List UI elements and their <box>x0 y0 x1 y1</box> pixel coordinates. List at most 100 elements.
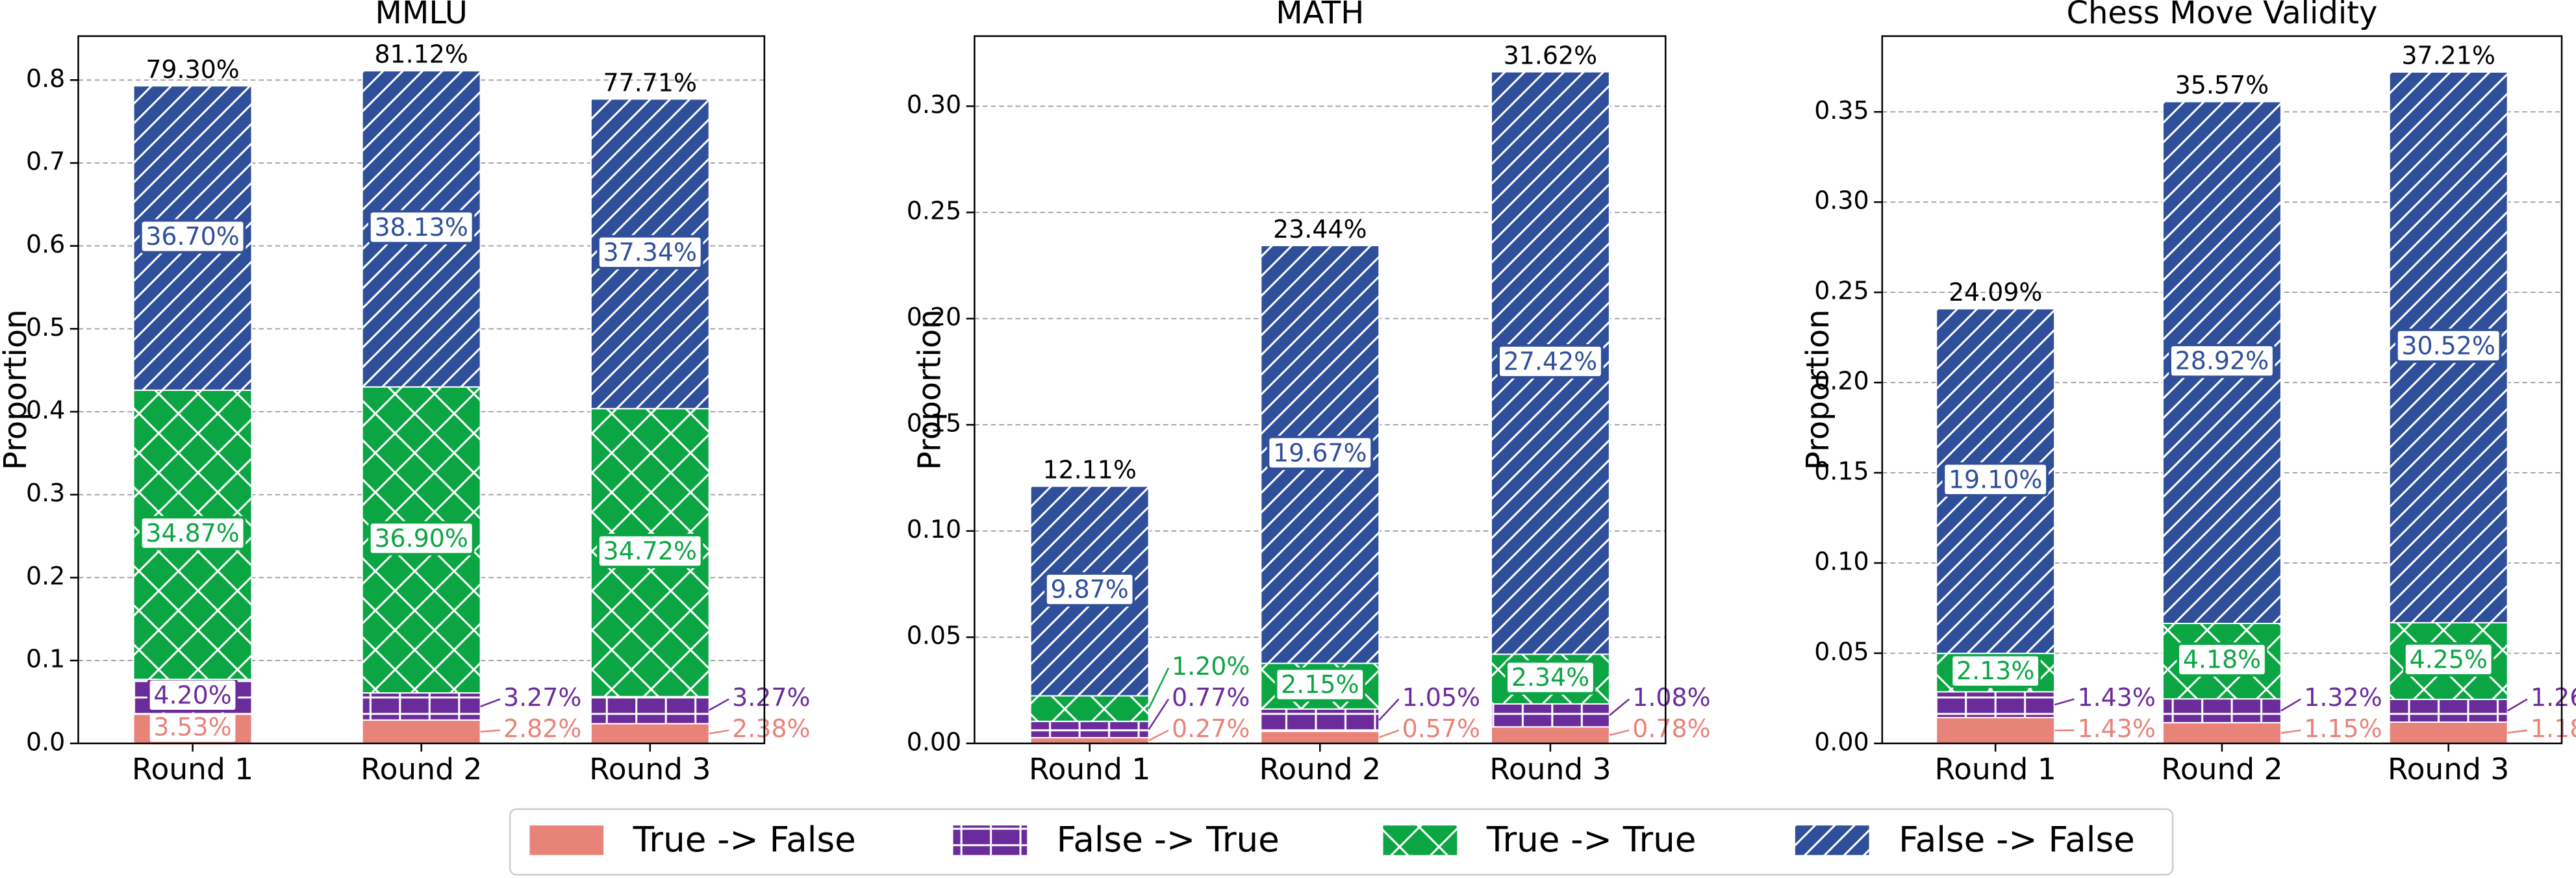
value-label: 19.10% <box>1949 465 2042 494</box>
value-label: 38.13% <box>374 213 468 242</box>
bar-segment <box>1260 731 1380 744</box>
total-label: 23.44% <box>1273 215 1367 244</box>
value-label-box <box>139 516 246 551</box>
bar-segment <box>1029 695 1150 722</box>
total-label: 37.21% <box>2401 42 2495 70</box>
panel: MMLU Proportion 0.0 0.1 0.2 0.3 0.4 0.5 0.6 0.7 0.… <box>0 0 811 786</box>
leader-line <box>1148 667 1170 709</box>
value-label: 3.27% <box>732 683 810 712</box>
legend-label: True -> True <box>1486 820 1697 860</box>
value-label: 0.78% <box>1632 714 1710 743</box>
x-tick-label: Round 3 <box>1489 752 1611 786</box>
bar-segment <box>1490 703 1610 728</box>
x-tick-label: Round 2 <box>2161 752 2282 786</box>
value-label-box <box>1942 462 2049 497</box>
value-label: 19.67% <box>1273 438 1367 467</box>
value-label: 0.57% <box>1402 714 1480 743</box>
bar-segment <box>361 692 481 721</box>
y-tick-label: 0.4 <box>26 396 65 425</box>
value-label: 34.72% <box>603 536 697 565</box>
value-label-box <box>2169 344 2275 379</box>
panel: MATH Proportion 0.00 0.05 0.10 0.15 0.20 0.25 0.… <box>907 0 1711 786</box>
value-label-box <box>1274 667 1365 702</box>
value-label: 4.20% <box>153 681 231 709</box>
leader-line <box>480 698 501 708</box>
bar-segment <box>1936 691 2056 719</box>
leader-line <box>480 729 501 733</box>
value-label: 34.87% <box>145 519 239 547</box>
leader-line <box>1148 698 1170 731</box>
value-label: 2.15% <box>1281 670 1359 699</box>
value-label: 30.52% <box>2401 331 2495 360</box>
legend-swatch <box>1795 825 1869 855</box>
value-label: 2.82% <box>503 714 581 743</box>
value-label: 1.18% <box>2531 714 2576 743</box>
y-tick-label: 0.25 <box>907 197 961 225</box>
leader-line <box>1378 698 1400 721</box>
y-tick-label: 0.05 <box>907 621 961 650</box>
value-label: 28.92% <box>2175 347 2269 375</box>
value-label-box <box>2177 642 2267 677</box>
legend-label: False -> False <box>1899 820 2135 860</box>
y-tick-label: 0.35 <box>1814 96 1869 125</box>
bar-segment <box>1936 717 2056 744</box>
value-label: 9.87% <box>1050 575 1128 604</box>
total-label: 12.11% <box>1042 455 1136 484</box>
leader-line <box>709 698 729 711</box>
value-label: 1.08% <box>1632 683 1710 712</box>
y-axis-label: Proportion <box>0 309 34 470</box>
legend-swatch <box>529 825 604 855</box>
y-tick-label: 0.20 <box>907 303 961 331</box>
x-tick-label: Round 3 <box>589 752 711 786</box>
value-label: 27.42% <box>1504 347 1597 375</box>
y-tick-label: 0.2 <box>26 562 65 590</box>
y-tick-label: 0.00 <box>907 727 961 756</box>
value-label: 36.70% <box>145 222 239 251</box>
total-label: 77.71% <box>603 68 697 97</box>
value-label-box <box>1044 572 1135 607</box>
value-label-box <box>2395 328 2502 363</box>
value-label: 1.32% <box>2304 683 2382 712</box>
y-axis-label: Proportion <box>912 309 948 470</box>
value-label-box <box>597 234 703 270</box>
bar-segment <box>2162 698 2282 723</box>
legend-swatch <box>1383 825 1458 855</box>
legend-frame <box>509 808 2174 876</box>
panel: Chess Move Validity Proportion 0.00 0.05 0.1… <box>1800 0 2576 786</box>
leader-line <box>709 729 729 734</box>
bar-segment <box>361 719 481 744</box>
y-tick-label: 0.20 <box>1814 367 1869 395</box>
value-label-box <box>1950 653 2041 688</box>
value-label: 4.18% <box>2183 646 2261 674</box>
legend-swatch <box>953 825 1028 855</box>
bar-segment <box>1029 736 1150 744</box>
legend-label: False -> True <box>1057 820 1280 860</box>
chart-title: MMLU <box>375 0 468 31</box>
bar-segment <box>2388 698 2508 723</box>
y-tick-label: 0.15 <box>907 409 961 438</box>
leader-line <box>1609 698 1630 716</box>
value-label: 2.38% <box>732 714 810 743</box>
bar-segment <box>2388 721 2508 744</box>
value-label-box <box>368 521 475 556</box>
plot-frame <box>1881 35 2563 745</box>
bar-segment <box>590 723 710 744</box>
leader-line <box>2507 698 2528 712</box>
leader-line <box>2280 698 2301 712</box>
plot-frame <box>974 35 1667 745</box>
x-tick-label: Round 3 <box>2388 752 2509 786</box>
value-label: 1.20% <box>1172 652 1250 681</box>
value-label: 1.43% <box>2078 683 2156 712</box>
value-label: 3.53% <box>153 713 231 742</box>
total-label: 35.57% <box>2175 71 2269 99</box>
value-label-box <box>1497 344 1604 379</box>
value-label: 1.05% <box>1402 683 1480 712</box>
leader-line <box>2280 729 2301 734</box>
value-label: 0.27% <box>1172 714 1250 743</box>
y-tick-label: 0.3 <box>26 479 65 507</box>
value-label-box <box>2403 642 2494 677</box>
y-tick-label: 0.15 <box>1814 457 1869 485</box>
total-label: 79.30% <box>145 55 239 84</box>
value-label: 36.90% <box>374 524 468 553</box>
